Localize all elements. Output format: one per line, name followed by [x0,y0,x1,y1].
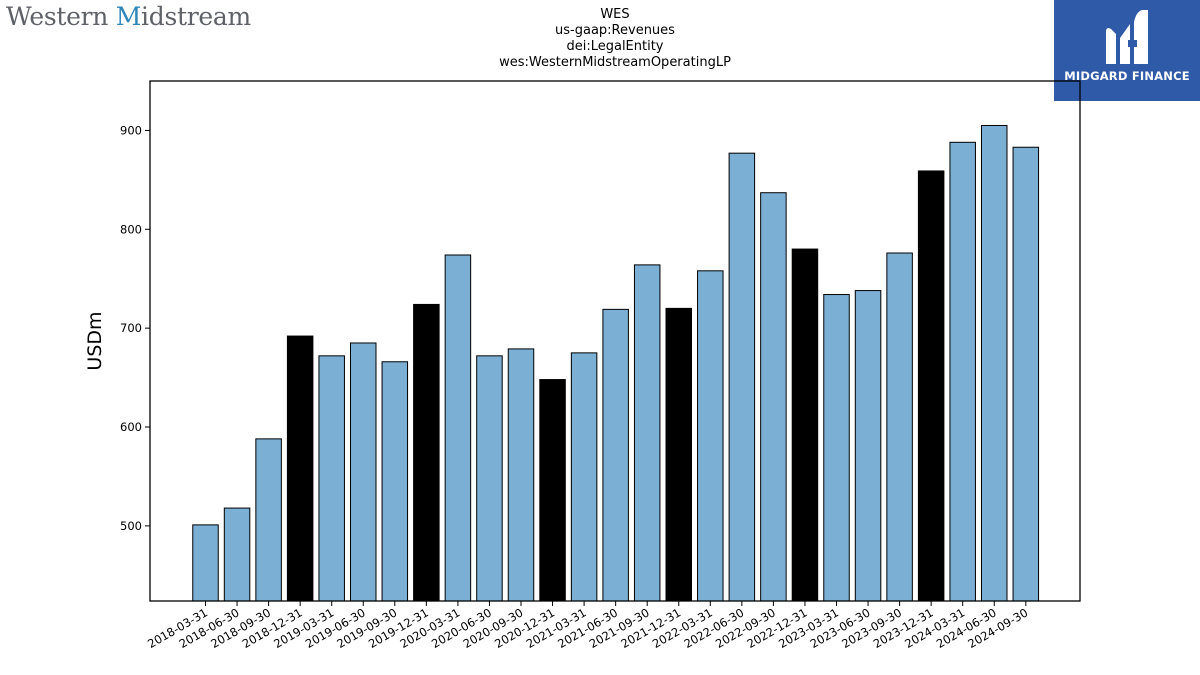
chart-title: WES us-gaap:Revenues dei:LegalEntity wes… [415,7,815,71]
plot-frame [149,80,1081,602]
bar-2019-06-30 [350,342,377,602]
bar-2022-03-31 [697,270,724,602]
bar-2020-09-30 [507,348,535,602]
chart-title-line-2: us-gaap:Revenues [555,23,675,38]
bar-2019-03-31 [318,355,345,602]
y-tick-label: 900 [120,123,142,137]
brand-logo: MIDGARD FINANCE [1054,0,1200,101]
bar-2023-12-31 [917,170,945,602]
chart-title-line-4: wes:WesternMidstreamOperatingLP [499,55,731,70]
bar-2019-09-30 [381,361,409,602]
bar-2018-06-30 [223,507,251,602]
bars-layer [192,124,1040,602]
bar-2021-06-30 [602,308,629,602]
y-axis-label: USDm [84,311,106,370]
y-tick-label: 700 [120,321,142,335]
bar-2021-03-31 [570,352,598,602]
bar-2024-03-31 [949,141,976,602]
y-tick-label: 600 [120,420,142,434]
y-tick-label: 800 [120,222,142,236]
bar-2020-06-30 [476,355,503,602]
bar-2022-09-30 [760,192,787,602]
brand-logo-icon [1106,10,1148,64]
y-tick-label: 500 [120,519,142,533]
bar-2024-09-30 [1012,146,1040,602]
bar-2021-12-31 [665,307,692,602]
bar-2023-06-30 [854,290,882,602]
bar-2018-03-31 [192,524,219,602]
bar-2023-03-31 [823,294,850,602]
bar-2020-03-31 [444,254,472,602]
bar-2020-12-31 [539,379,566,602]
bar-2019-12-31 [413,303,440,602]
bar-2018-12-31 [286,335,314,602]
bar-2022-12-31 [791,248,819,602]
brand-logo-text: MIDGARD FINANCE [1064,69,1190,83]
chart-title-line-1: WES [600,7,630,22]
bar-2022-06-30 [728,152,756,602]
bar-2021-09-30 [633,264,661,602]
chart-title-line-3: dei:LegalEntity [566,39,664,54]
bar-2018-09-30 [255,438,282,602]
bar-2023-09-30 [886,252,913,602]
bar-2024-06-30 [981,124,1008,602]
company-logo: Western Midstream [6,2,251,31]
